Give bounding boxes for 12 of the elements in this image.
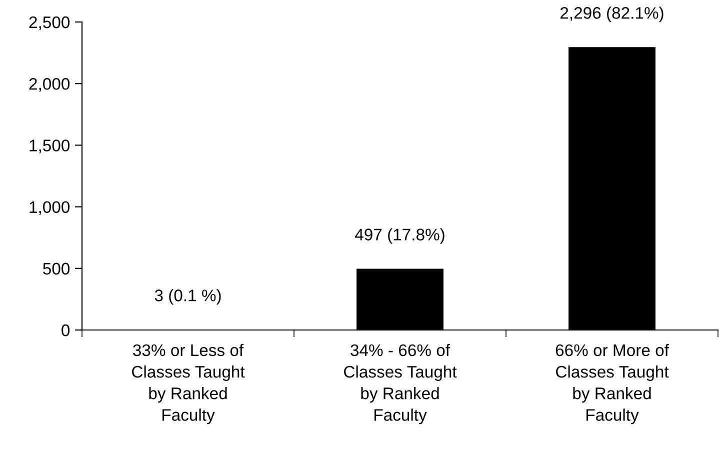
y-tick-label: 2,000	[29, 78, 70, 92]
y-tick-label: 2,500	[29, 16, 70, 30]
y-tick-label: 500	[43, 262, 70, 275]
y-tick-label: 1,500	[30, 140, 70, 154]
y-tick-label: 0	[62, 324, 70, 336]
x-tick-label: 66% or More of Classes Taught by Ranked Faculty	[556, 344, 669, 424]
x-tick-label: 33% or Less of Classes Taught by Ranked Faculty	[132, 344, 245, 424]
x-tick-label: 34% - 66% of Classes Taught by Ranked Faculty	[344, 344, 457, 424]
data-label: 3 (0.1 %)	[154, 289, 221, 305]
y-tick-label: 1,000	[30, 201, 70, 215]
data-label: 497 (17.8%)	[354, 228, 444, 244]
data-label: 2,296 (82.1%)	[560, 6, 664, 22]
